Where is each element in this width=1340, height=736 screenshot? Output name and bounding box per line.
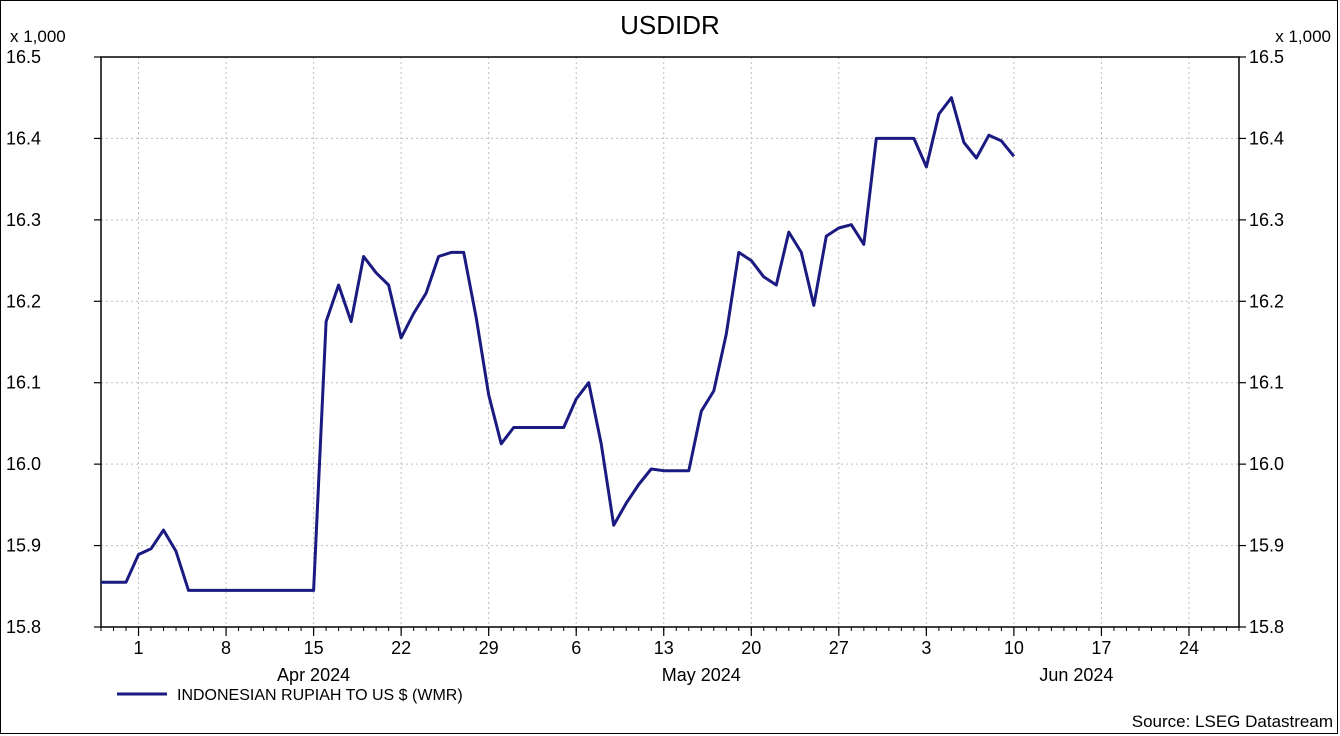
y-tick-label-left: 16.2 [6,291,41,311]
x-month-label: May 2024 [662,665,741,685]
x-tick-label: 3 [921,638,931,658]
x-tick-label: 24 [1179,638,1199,658]
y-tick-label-right: 16.1 [1249,373,1284,393]
y-tick-label-left: 15.8 [6,617,41,637]
x-tick-label: 17 [1091,638,1111,658]
x-tick-label: 6 [571,638,581,658]
y-tick-label-left: 16.1 [6,373,41,393]
gridlines [101,57,1239,627]
left-axis-unit: x 1,000 [10,27,66,46]
x-tick-label: 1 [134,638,144,658]
x-tick-label: 13 [654,638,674,658]
legend-label: INDONESIAN RUPIAH TO US $ (WMR) [177,687,463,704]
x-tick-label: 22 [391,638,411,658]
y-tick-label-left: 16.4 [6,128,41,148]
y-tick-label-right: 16.2 [1249,291,1284,311]
y-tick-label-right: 16.5 [1249,47,1284,67]
y-tick-label-left: 16.0 [6,454,41,474]
y-tick-label-right: 16.3 [1249,210,1284,230]
y-tick-label-right: 15.8 [1249,617,1284,637]
y-tick-label-right: 16.4 [1249,128,1284,148]
y-tick-label-left: 16.5 [6,47,41,67]
x-tick-label: 20 [741,638,761,658]
plot-area [100,56,1240,628]
x-tick-label: 29 [479,638,499,658]
y-tick-label-right: 15.9 [1249,536,1284,556]
x-month-label: Apr 2024 [277,665,350,685]
x-tick-label: 27 [829,638,849,658]
series-line-usdidr [101,96,1016,592]
axis-tick-labels: 15.8 15.8 15.9 15.9 16.0 16.0 16.1 16.1 16.2 16.2… [6,47,1284,685]
y-tick-label-right: 16.0 [1249,454,1284,474]
axis-ticks [94,56,1246,636]
y-tick-label-left: 16.3 [6,210,41,230]
x-tick-label: 15 [304,638,324,658]
chart-title: USDIDR [620,10,720,40]
x-month-label: Jun 2024 [1039,665,1113,685]
source-note: Source: LSEG Datastream [1132,712,1333,731]
right-axis-unit: x 1,000 [1275,27,1331,46]
y-tick-label-left: 15.9 [6,536,41,556]
x-tick-label: 8 [221,638,231,658]
x-tick-label: 10 [1004,638,1024,658]
